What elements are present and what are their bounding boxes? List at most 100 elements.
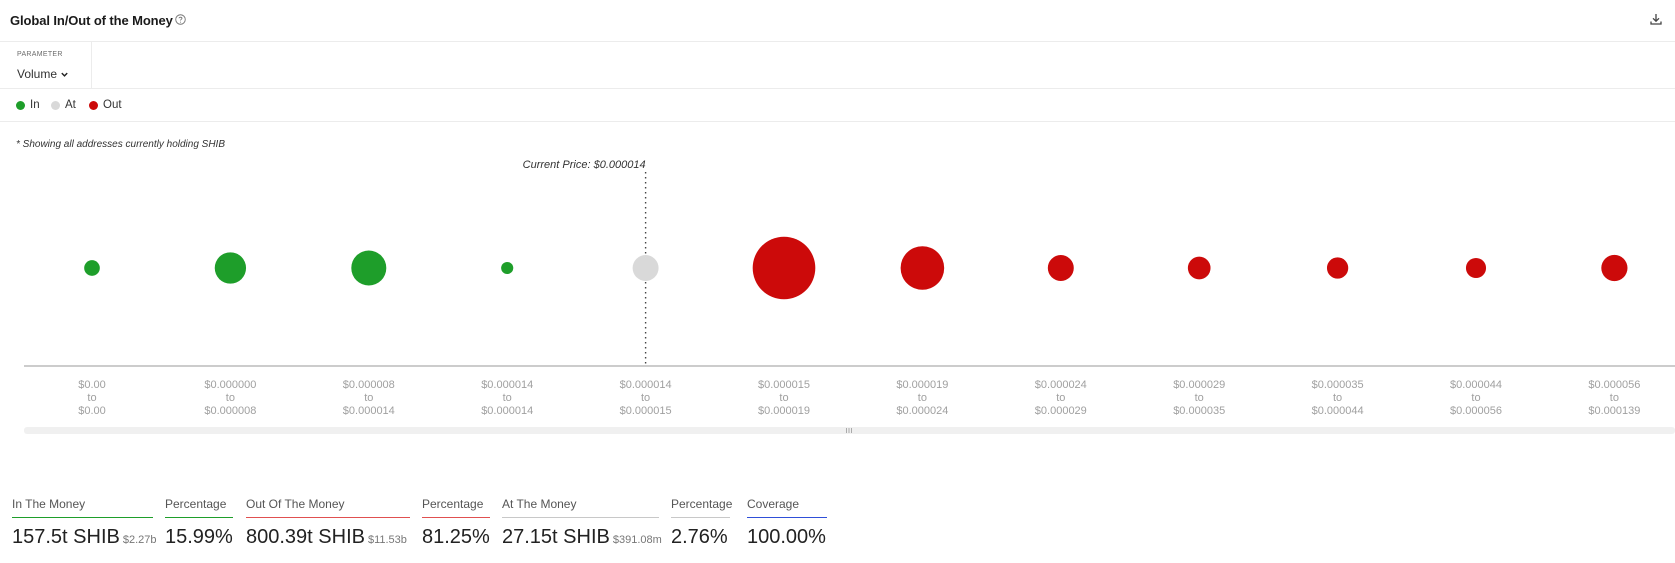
stat-label: Percentage xyxy=(422,497,490,518)
tick-label-7-1: to xyxy=(1056,392,1065,404)
stat-value-row: 81.25% xyxy=(422,526,490,549)
stat-label: Out Of The Money xyxy=(246,497,410,518)
stat-value: 81.25% xyxy=(422,526,490,548)
stat-label: Percentage xyxy=(671,497,732,518)
bubble-8 xyxy=(1187,256,1211,280)
legend-item-at[interactable]: At xyxy=(51,99,76,111)
current-price-label: Current Price: $0.000014 xyxy=(523,159,646,171)
help-icon[interactable] xyxy=(175,14,186,25)
stat-value-row: 157.5t SHIB $2.27b xyxy=(12,526,157,549)
tick-label-11-2: $0.000139 xyxy=(1588,405,1640,417)
stat-value: 15.99% xyxy=(165,526,233,548)
legend-label-out: Out xyxy=(103,99,122,111)
stat-value-row: 2.76% xyxy=(671,526,730,549)
tick-label-7-2: $0.000029 xyxy=(1035,405,1087,417)
stat-5: Percentage 2.76% xyxy=(671,497,732,549)
tick-label-9-2: $0.000044 xyxy=(1312,405,1364,417)
tick-label-0-2: $0.00 xyxy=(78,405,106,417)
stat-usd-value: $2.27b xyxy=(122,534,157,546)
bubble-4 xyxy=(632,255,659,281)
stat-4: At The Money 27.15t SHIB $391.08m xyxy=(502,497,662,549)
bubble-0 xyxy=(84,260,100,276)
bubble-6 xyxy=(900,246,945,290)
stat-6: Coverage 100.00% xyxy=(747,497,827,549)
stat-value: 100.00% xyxy=(747,526,826,548)
tick-label-1-1: to xyxy=(226,392,235,404)
tick-label-3-1: to xyxy=(503,392,512,404)
tick-label-6-1: to xyxy=(918,392,927,404)
tick-label-11-1: to xyxy=(1610,392,1619,404)
parameter-row: PARAMETER Volume xyxy=(0,42,1675,89)
tick-label-8-2: $0.000035 xyxy=(1173,405,1225,417)
download-icon[interactable] xyxy=(1649,12,1663,26)
stat-label: At The Money xyxy=(502,497,659,518)
stat-label: Coverage xyxy=(747,497,827,518)
stat-value-row: 800.39t SHIB $11.53b xyxy=(246,526,410,549)
bubble-10 xyxy=(1465,257,1487,279)
tick-label-2-1: to xyxy=(364,392,373,404)
tick-label-7-0: $0.000024 xyxy=(1035,379,1087,391)
stat-usd-value: $391.08m xyxy=(612,534,662,546)
parameter-label: PARAMETER xyxy=(17,51,63,58)
bubble-2 xyxy=(351,250,387,286)
stat-value-row: 100.00% xyxy=(747,526,827,549)
legend-label-at: At xyxy=(65,99,76,111)
bubble-9 xyxy=(1326,257,1349,279)
parameter-box: PARAMETER Volume xyxy=(0,42,92,88)
tick-label-10-1: to xyxy=(1471,392,1480,404)
tick-label-5-0: $0.000015 xyxy=(758,379,810,391)
stat-usd-value: $11.53b xyxy=(367,534,407,546)
tick-label-10-2: $0.000056 xyxy=(1450,405,1502,417)
legend: In At Out xyxy=(0,89,1675,122)
stat-2: Out Of The Money 800.39t SHIB $11.53b xyxy=(246,497,410,549)
tick-label-8-0: $0.000029 xyxy=(1173,379,1225,391)
tick-label-2-0: $0.000008 xyxy=(343,379,395,391)
tick-label-1-2: $0.000008 xyxy=(204,405,256,417)
tick-label-10-0: $0.000044 xyxy=(1450,379,1502,391)
bubble-3 xyxy=(501,261,514,275)
tick-label-5-1: to xyxy=(779,392,788,404)
legend-item-in[interactable]: In xyxy=(16,99,40,111)
tick-label-3-0: $0.000014 xyxy=(481,379,533,391)
parameter-value: Volume xyxy=(17,67,58,81)
stat-value-row: 27.15t SHIB $391.08m xyxy=(502,526,662,549)
bubble-chart: Current Price: $0.000014$0.00to$0.00$0.0… xyxy=(24,159,1675,417)
stat-1: Percentage 15.99% xyxy=(165,497,233,549)
tick-label-4-0: $0.000014 xyxy=(620,379,672,391)
tick-label-3-2: $0.000014 xyxy=(481,405,533,417)
stat-value: 2.76% xyxy=(671,526,728,548)
legend-dot-in xyxy=(16,100,25,110)
bubble-11 xyxy=(1601,254,1628,282)
legend-item-out[interactable]: Out xyxy=(89,99,122,111)
parameter-select[interactable]: Volume xyxy=(17,67,69,81)
tick-label-9-1: to xyxy=(1333,392,1342,404)
tick-label-11-0: $0.000056 xyxy=(1588,379,1640,391)
bubble-7 xyxy=(1047,255,1074,281)
tick-label-5-2: $0.000019 xyxy=(758,405,810,417)
legend-label-in: In xyxy=(30,99,40,111)
chevron-down-icon xyxy=(61,72,68,77)
bubble-1 xyxy=(214,252,247,284)
tick-label-6-0: $0.000019 xyxy=(896,379,948,391)
holders-note: * Showing all addresses currently holdin… xyxy=(16,139,225,150)
stat-label: Percentage xyxy=(165,497,233,518)
tick-label-2-2: $0.000014 xyxy=(343,405,395,417)
widget-title: Global In/Out of the Money xyxy=(10,13,173,28)
tick-label-0-1: to xyxy=(87,392,96,404)
stat-label: In The Money xyxy=(12,497,153,518)
stat-value: 800.39t SHIB xyxy=(246,526,365,548)
tick-label-0-0: $0.00 xyxy=(78,379,106,391)
tick-label-6-2: $0.000024 xyxy=(896,405,948,417)
tick-label-8-1: to xyxy=(1195,392,1204,404)
bubble-5 xyxy=(752,236,816,300)
stat-value-row: 15.99% xyxy=(165,526,233,549)
tick-label-4-2: $0.000015 xyxy=(620,405,672,417)
tick-label-9-0: $0.000035 xyxy=(1312,379,1364,391)
widget-header: Global In/Out of the Money xyxy=(0,0,1675,42)
tick-label-1-0: $0.000000 xyxy=(204,379,256,391)
stat-value: 157.5t SHIB xyxy=(12,526,120,548)
stat-3: Percentage 81.25% xyxy=(422,497,490,549)
legend-dot-out xyxy=(89,100,98,110)
scrollbar-grip-icon[interactable] xyxy=(845,428,853,433)
legend-dot-at xyxy=(51,100,60,110)
